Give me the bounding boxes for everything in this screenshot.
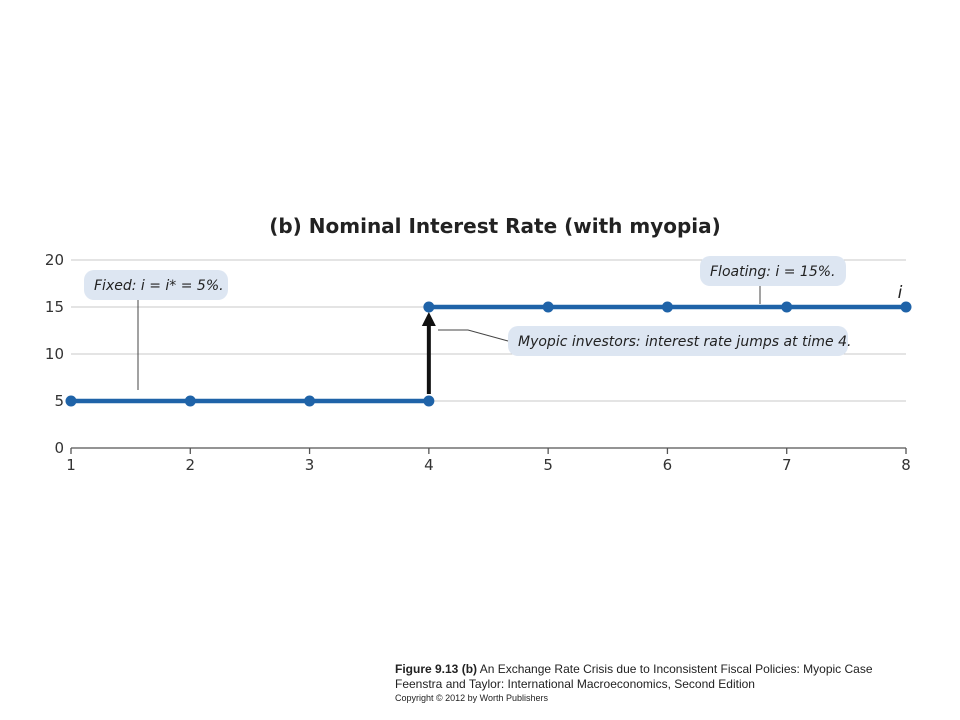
series-layer: i bbox=[65, 283, 912, 407]
caption-figure-text: An Exchange Rate Crisis due to Inconsist… bbox=[477, 662, 873, 676]
annotation-floating-box bbox=[700, 256, 846, 286]
data-point bbox=[781, 301, 793, 313]
data-point bbox=[423, 301, 435, 313]
series-label: i bbox=[898, 283, 903, 303]
axis-layer: 0 5 10 15 20 1 2 3 4 5 6 7 8 bbox=[45, 251, 911, 474]
caption-source: Feenstra and Taylor: International Macro… bbox=[395, 677, 755, 691]
x-tick-label: 3 bbox=[305, 456, 315, 474]
x-tick-label: 6 bbox=[663, 456, 673, 474]
annotation-fixed-box bbox=[84, 270, 228, 300]
y-tick-label: 15 bbox=[45, 298, 64, 316]
chart-title: (b) Nominal Interest Rate (with myopia) bbox=[269, 214, 721, 238]
x-tick-label: 1 bbox=[66, 456, 76, 474]
annotation-myopic-box bbox=[508, 326, 848, 356]
data-point bbox=[184, 395, 196, 407]
x-tick-label: 2 bbox=[186, 456, 196, 474]
caption-title-line: Figure 9.13 (b) An Exchange Rate Crisis … bbox=[395, 662, 955, 677]
y-tick-label: 10 bbox=[45, 345, 64, 363]
y-tick-label: 0 bbox=[54, 439, 64, 457]
data-point bbox=[423, 395, 435, 407]
caption-figure-label: Figure 9.13 (b) bbox=[395, 662, 478, 676]
annotation-floating-text: Floating: i = 15%. bbox=[710, 264, 835, 280]
data-point bbox=[542, 301, 554, 313]
x-tick-label: 4 bbox=[424, 456, 434, 474]
jump-arrow-head bbox=[421, 312, 436, 326]
data-point bbox=[65, 395, 77, 407]
x-tick-label: 5 bbox=[543, 456, 553, 474]
annotation-fixed-text: Fixed: i = i* = 5%. bbox=[94, 278, 224, 294]
annotation-myopic-leader bbox=[438, 329, 509, 342]
figure-caption: Figure 9.13 (b) An Exchange Rate Crisis … bbox=[395, 662, 955, 704]
annotation-layer: Fixed: i = i* = 5%. Floating: i = 15%. Myo… bbox=[84, 256, 851, 394]
y-tick-label: 20 bbox=[45, 251, 64, 269]
caption-copyright: Copyright © 2012 by Worth Publishers bbox=[395, 693, 549, 703]
x-tick-label: 8 bbox=[901, 456, 911, 474]
data-point bbox=[900, 301, 912, 313]
annotation-myopic-text: Myopic investors: interest rate jumps at… bbox=[518, 334, 851, 350]
data-point bbox=[661, 301, 673, 313]
data-point bbox=[304, 395, 316, 407]
x-tick-label: 7 bbox=[782, 456, 792, 474]
y-tick-label: 5 bbox=[54, 392, 64, 410]
